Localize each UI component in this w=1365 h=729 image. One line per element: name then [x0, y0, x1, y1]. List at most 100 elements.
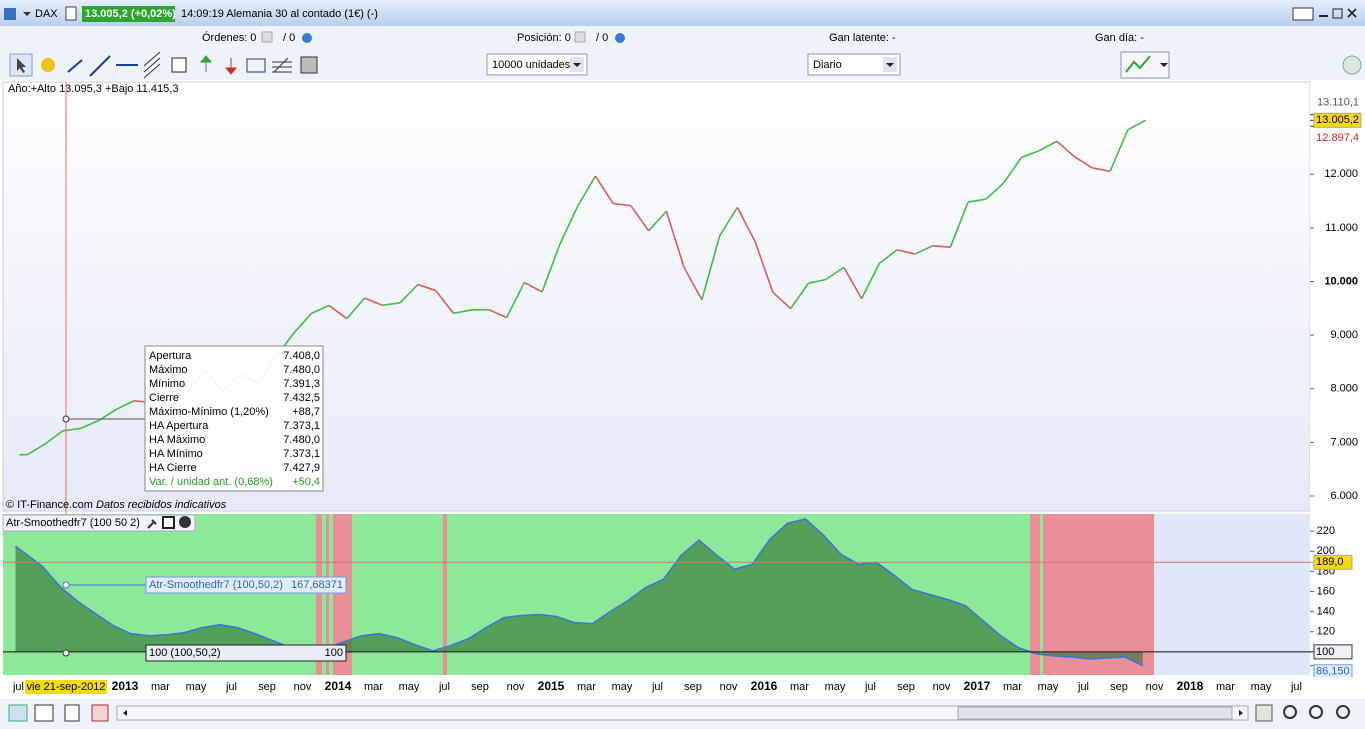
tooltip-value: 7.427,9: [283, 462, 320, 474]
signal-zone: [1043, 514, 1154, 675]
time-label: 2016: [751, 679, 778, 693]
dropdown-arrow: [1160, 63, 1168, 67]
price-segment: [860, 263, 881, 300]
info-bar: [0, 26, 1365, 50]
price-segment: [1092, 167, 1111, 173]
price-axis: [1310, 82, 1365, 511]
time-label: 2018: [1177, 679, 1204, 693]
zoom-out-button[interactable]: [1309, 705, 1323, 719]
price-segment: [524, 281, 543, 293]
sell-arrow-tool[interactable]: [224, 58, 238, 75]
price-segment: [453, 309, 472, 315]
indicator-tag-label: 86,150: [1316, 666, 1350, 678]
price: 13.005,2 (+0,02%): [85, 8, 176, 20]
chart-button[interactable]: [8, 704, 28, 722]
sync-button[interactable]: [1342, 55, 1362, 75]
price-segment: [1002, 156, 1023, 184]
price-tag-box: [1313, 112, 1362, 128]
gann-tool[interactable]: [300, 56, 318, 74]
price-segment: [932, 245, 951, 248]
price-segment: [736, 207, 756, 243]
zoom-area-button[interactable]: [1283, 705, 1297, 719]
rectangle-tool[interactable]: [246, 58, 266, 73]
channel-tool[interactable]: [143, 51, 161, 79]
bars-button[interactable]: [91, 704, 109, 722]
autoscale-button[interactable]: [1255, 704, 1273, 722]
scroll-left[interactable]: [123, 710, 127, 716]
price-segment: [399, 283, 419, 304]
price-segment: [1074, 156, 1093, 169]
menu-arrow[interactable]: [23, 12, 31, 16]
price-segment: [346, 297, 366, 320]
y-tick-label: 220: [1317, 525, 1335, 537]
level-label: 100 (100,50,2): [149, 647, 221, 659]
app-icon[interactable]: [4, 8, 16, 20]
price-tag-label: 13.110,1: [1317, 97, 1359, 109]
tooltip-value: +88,7: [292, 406, 320, 418]
time-label: jul: [12, 681, 24, 693]
time-label: jul: [438, 681, 450, 693]
price-segment: [914, 245, 933, 255]
price-segment: [772, 291, 792, 310]
price-segment: [115, 400, 135, 411]
signal-zones: [316, 514, 1154, 675]
pointer-icon: [17, 58, 26, 73]
ray-tool[interactable]: [89, 55, 111, 77]
orders-icon[interactable]: [261, 31, 273, 43]
tooltip-value: 7.480,0: [283, 434, 320, 446]
tooltip-label: HA Apertura: [149, 420, 209, 432]
price-segment: [26, 443, 46, 456]
indicator-close[interactable]: [179, 516, 191, 528]
y-tick-label: 9.000: [1330, 329, 1358, 341]
period-dropdown[interactable]: [807, 53, 901, 76]
price-segment: [789, 282, 810, 310]
price-segment: [293, 312, 312, 334]
indicator-header: [2, 514, 196, 532]
time-label: sep: [1110, 681, 1128, 693]
price-segment: [541, 243, 561, 293]
time-label: may: [1038, 681, 1059, 693]
tooltip-value: 7.408,0: [283, 350, 320, 362]
indicator-maximize[interactable]: [162, 516, 175, 529]
y-tick-label: 160: [1317, 585, 1335, 597]
time-label: 2015: [538, 679, 565, 693]
indicators-icon: [1125, 55, 1151, 73]
text-tool[interactable]: [171, 57, 187, 73]
time-label: 2014: [325, 679, 352, 693]
quantity-dropdown[interactable]: [486, 53, 588, 76]
time-label: nov: [507, 681, 525, 693]
price-segment: [613, 202, 631, 207]
alert-tool[interactable]: [41, 58, 55, 72]
price-segment: [594, 175, 614, 204]
restore-button[interactable]: [1332, 8, 1343, 19]
price-segment: [328, 304, 348, 320]
fibonacci-tool[interactable]: [272, 57, 292, 73]
indicators-button[interactable]: [1120, 51, 1170, 79]
y-tick-label: 11.000: [1325, 222, 1358, 234]
candle-button[interactable]: [34, 704, 54, 722]
signal-zone: [443, 514, 447, 675]
tooltip-value: 7.373,1: [283, 448, 320, 460]
time-label: 2017: [964, 679, 991, 693]
keyboard-button[interactable]: [1292, 7, 1314, 21]
buy-arrow-tool[interactable]: [199, 55, 213, 72]
info-icon[interactable]: [65, 6, 77, 21]
position-gear[interactable]: [615, 33, 625, 43]
close-button[interactable]: [1347, 8, 1357, 18]
line-tool[interactable]: [67, 59, 83, 73]
price-segment: [80, 419, 99, 430]
scroll-thumb[interactable]: [957, 706, 1233, 720]
signal-zone: [316, 514, 322, 675]
zoom-in-button[interactable]: [1336, 705, 1350, 719]
minimize-button[interactable]: [1319, 15, 1328, 17]
tooltip-label: Var. / unidad ant. (0,68%): [149, 476, 273, 488]
orders: Órdenes: 0: [202, 31, 256, 44]
scroll-right[interactable]: [1239, 710, 1243, 716]
position-icon[interactable]: [574, 31, 586, 43]
tooltip-label: Máximo: [149, 364, 188, 376]
orders-gear[interactable]: [302, 33, 312, 43]
indicator-label-box: [145, 576, 347, 594]
price-segment: [382, 301, 401, 307]
indicator-settings[interactable]: [147, 519, 157, 529]
list-button[interactable]: [64, 704, 80, 722]
